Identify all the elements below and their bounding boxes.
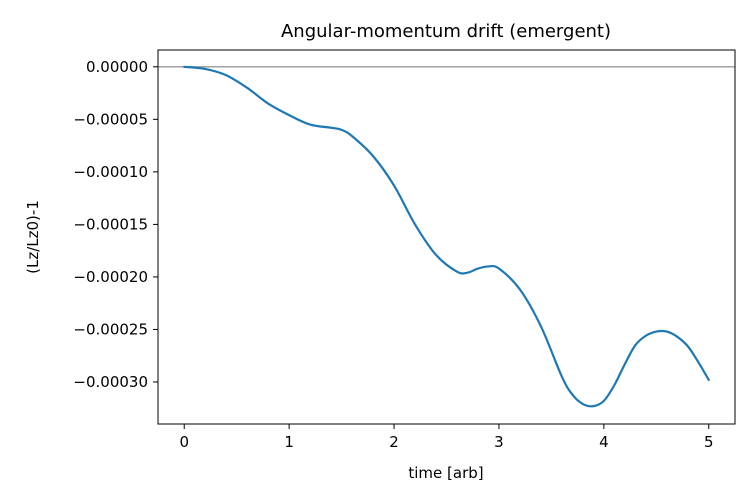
x-tick-label: 1 [284, 433, 294, 451]
y-axis-ticks: 0.00000 −0.00005 −0.00010 −0.00015 −0.00020 −… [73, 58, 158, 391]
y-tick-label: −0.00025 [73, 320, 148, 338]
series-line-0 [183, 65, 710, 408]
x-tick-label: 5 [704, 433, 714, 451]
y-tick-label: −0.00015 [73, 215, 148, 233]
y-axis-label: (Lz/Lz0)-1 [24, 200, 42, 274]
chart-title: Angular-momentum drift (emergent) [281, 21, 611, 42]
series-layer [183, 65, 710, 408]
plot-area [158, 50, 735, 424]
x-tick-label: 0 [179, 433, 189, 451]
y-tick-label: −0.00030 [73, 373, 148, 391]
plot-frame [157, 49, 736, 425]
y-tick-label: −0.00020 [73, 268, 148, 286]
x-tick-label: 3 [494, 433, 504, 451]
x-tick-label: 2 [389, 433, 399, 451]
x-axis-label: time [arb] [408, 464, 483, 482]
y-tick-label: −0.00005 [73, 110, 148, 128]
y-tick-label: −0.00010 [73, 163, 148, 181]
x-axis-ticks: 0 1 2 3 4 5 [179, 424, 714, 451]
x-tick-label: 4 [599, 433, 609, 451]
y-tick-label: 0.00000 [86, 58, 148, 76]
